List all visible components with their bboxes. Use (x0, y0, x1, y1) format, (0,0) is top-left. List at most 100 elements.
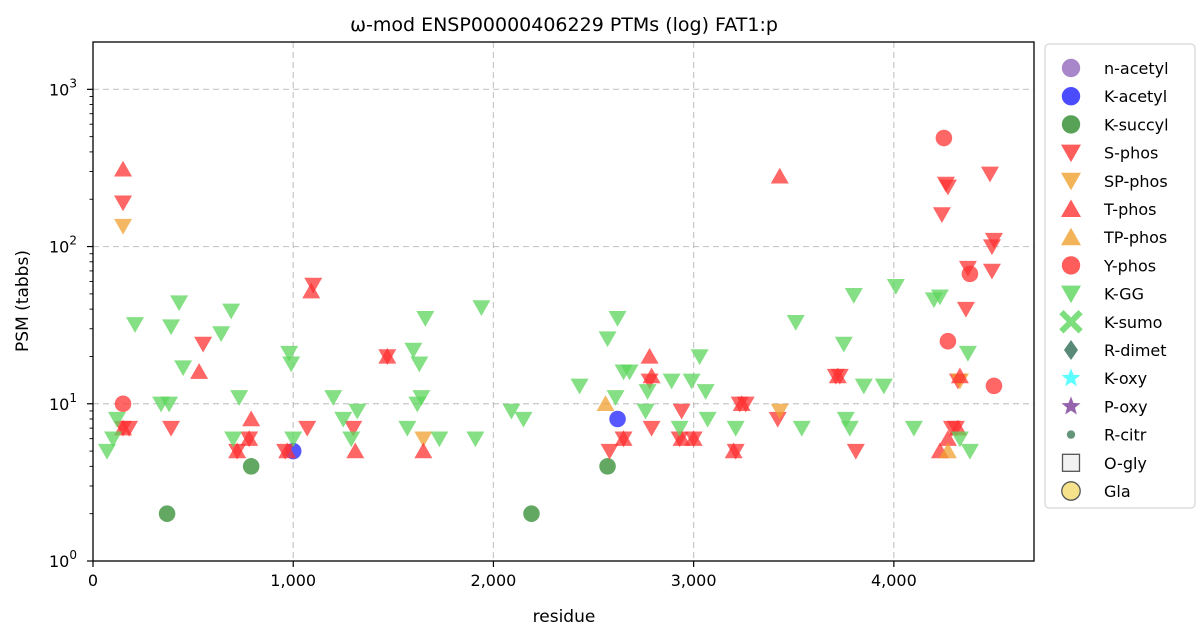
point-s-phos (304, 277, 323, 294)
point-t-phos (948, 419, 967, 436)
point-k-gg (840, 420, 859, 437)
point-t-phos (672, 430, 691, 446)
point-s-phos (938, 179, 957, 196)
point-s-phos (672, 403, 691, 420)
x-tick-label: 1,000 (270, 571, 316, 590)
point-k-gg (108, 411, 127, 428)
legend-label: K-oxy (1104, 369, 1147, 388)
point-s-phos (984, 232, 1003, 249)
y-tick-label: 101 (49, 391, 77, 414)
legend-marker-p-oxy (1061, 396, 1081, 415)
legend-box (1044, 43, 1196, 509)
point-s-phos (980, 166, 999, 183)
y-tick-label: 103 (49, 76, 77, 99)
point-k-gg (930, 289, 949, 306)
x-tick-label: 3,000 (671, 571, 717, 590)
point-t-phos (240, 430, 259, 446)
point-s-phos (768, 411, 787, 428)
legend-marker-r-citr (1066, 430, 1076, 439)
legend-marker-k-sumo (1059, 310, 1083, 334)
legend-label: Y-phos (1103, 256, 1156, 275)
point-k-acetyl (609, 410, 626, 428)
legend-marker-gla (1061, 481, 1081, 501)
point-s-phos (956, 301, 975, 318)
point-k-gg (698, 411, 717, 428)
point-t-phos (724, 442, 743, 459)
axis-ticks: 0 1,000 2,000 3,000 4,000 100 101 102 103 (49, 76, 917, 590)
point-k-gg (472, 300, 491, 316)
point-k-gg (836, 411, 855, 428)
legend-item-tp-phos: TP-phos (1061, 227, 1167, 247)
point-k-gg (514, 411, 533, 428)
point-k-gg (174, 360, 193, 377)
point-k-gg (98, 443, 117, 460)
point-k-gg (126, 317, 145, 333)
legend-label: K-sumo (1104, 313, 1162, 332)
point-k-succyl (523, 505, 540, 522)
legend-marker-k-acetyl (1061, 87, 1081, 106)
legend-label: R-citr (1104, 426, 1147, 445)
point-sp-phos (770, 403, 789, 420)
point-t-phos (302, 282, 321, 299)
point-k-gg (416, 311, 435, 327)
point-k-gg (502, 403, 521, 420)
point-s-phos (932, 207, 951, 224)
legend-marker-r-dimet (1064, 340, 1078, 360)
point-k-succyl (599, 458, 616, 475)
point-t-phos (684, 430, 703, 446)
legend: n-acetyl K-acetyl K-succyl S-phos SP-phos T-p… (1044, 43, 1196, 509)
point-k-gg (412, 390, 431, 406)
legend-marker-t-phos (1061, 199, 1081, 217)
point-s-phos (846, 443, 865, 460)
point-t-phos (346, 442, 365, 459)
point-k-gg (854, 378, 873, 395)
point-s-phos (982, 263, 1001, 280)
point-t-phos (640, 347, 659, 364)
point-k-gg (212, 326, 231, 343)
point-k-gg (886, 278, 905, 295)
legend-label: Gla (1104, 482, 1131, 501)
point-t-phos (828, 367, 847, 384)
point-t-phos (770, 167, 789, 184)
y-tick-label: 100 (49, 548, 77, 571)
point-k-gg (638, 384, 657, 400)
point-k-gg (410, 356, 429, 373)
point-k-gg (682, 373, 701, 390)
legend-item-r-citr: R-citr (1066, 426, 1147, 445)
point-k-gg (636, 403, 655, 420)
legend-item-k-gg: K-GG (1061, 285, 1144, 304)
point-k-gg (958, 345, 977, 362)
legend-item-n-acetyl: n-acetyl (1061, 58, 1169, 78)
legend-label: n-acetyl (1104, 59, 1169, 78)
point-k-gg (670, 420, 689, 437)
point-k-gg (726, 420, 745, 437)
legend-item-r-dimet: R-dimet (1064, 340, 1167, 360)
point-k-gg (662, 373, 681, 390)
point-t-phos (614, 430, 633, 446)
point-k-gg (570, 378, 589, 395)
legend-marker-k-oxy (1061, 368, 1081, 387)
point-t-phos (278, 442, 297, 459)
legend-label: K-GG (1104, 285, 1144, 304)
point-t-phos (114, 419, 133, 436)
point-t-phos (190, 363, 209, 379)
legend-marker-n-acetyl (1061, 58, 1081, 78)
legend-marker-s-phos (1061, 144, 1081, 163)
point-k-gg (620, 364, 639, 381)
point-t-phos (228, 442, 247, 459)
point-t-phos (114, 160, 133, 177)
legend-marker-o-gly (1061, 453, 1081, 472)
point-t-phos (938, 430, 957, 446)
point-k-succyl (158, 505, 176, 522)
point-k-gg (334, 411, 353, 428)
chart-title: ω-mod ENSP00000406229 PTMs (log) FAT1:p (350, 14, 778, 36)
legend-item-k-sumo: K-sumo (1059, 310, 1162, 334)
point-s-phos (162, 420, 181, 437)
legend-marker-tp-phos (1061, 227, 1081, 246)
point-k-gg (160, 396, 179, 413)
point-k-gg (162, 319, 181, 336)
data-points (98, 129, 1003, 522)
legend-item-gla: Gla (1061, 481, 1131, 501)
